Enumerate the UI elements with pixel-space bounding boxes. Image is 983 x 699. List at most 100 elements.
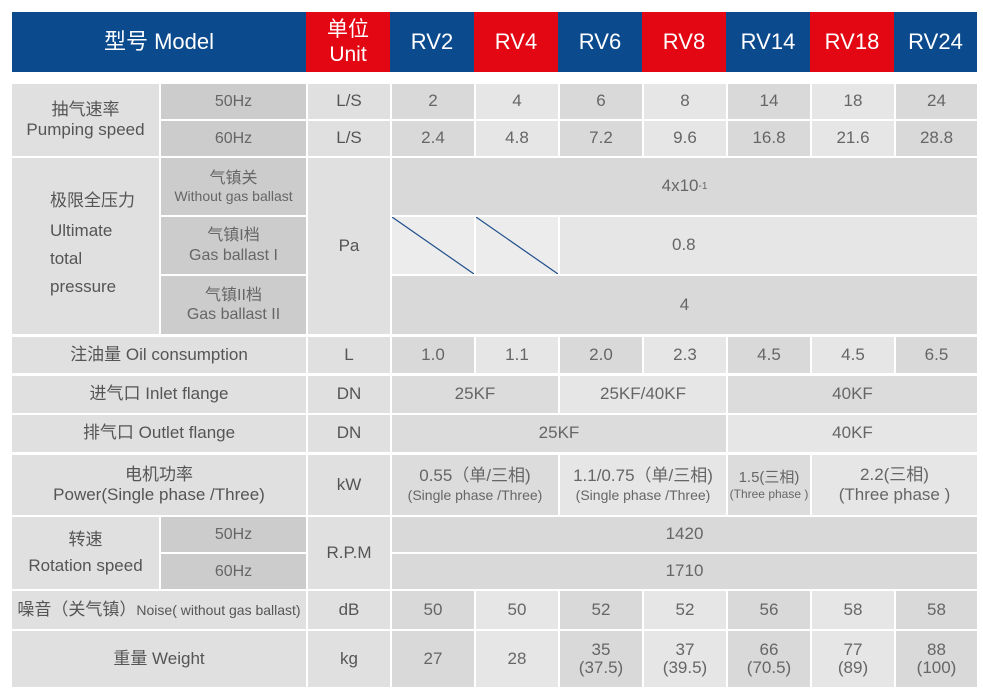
header-model-rv6: RV6 bbox=[558, 12, 642, 72]
rotation-speed-label: 转速 Rotation speed bbox=[12, 517, 159, 589]
noise-rv4: 50 bbox=[476, 591, 558, 629]
power-rv14-main: 1.5(三相) bbox=[738, 468, 800, 486]
inlet-rv2-rv4: 25KF bbox=[392, 376, 558, 413]
oil-rv14: 4.5 bbox=[728, 337, 810, 373]
rotation-speed-label-cn: 转速 bbox=[68, 529, 103, 549]
pumping-50hz-rv18: 18 bbox=[812, 84, 894, 119]
inlet-flange-unit: DN bbox=[308, 376, 390, 413]
weight-rv24-sub: (100) bbox=[916, 658, 957, 677]
outlet-rv2-rv8: 25KF bbox=[392, 415, 726, 452]
inlet-rv6-rv8: 25KF/40KF bbox=[560, 376, 726, 413]
gas-ballast-1-en: Gas ballast I bbox=[189, 246, 278, 264]
pumping-60hz-rv14: 16.8 bbox=[728, 121, 810, 156]
header-model-rv18: RV18 bbox=[810, 12, 894, 72]
power-rv2-rv4: 0.55（单/三相) (Single phase /Three) bbox=[392, 455, 558, 515]
noise-rv14: 56 bbox=[728, 591, 810, 629]
weight-rv24: 88 (100) bbox=[896, 631, 977, 687]
oil-rv8: 2.3 bbox=[644, 337, 726, 373]
pumping-50hz-label: 50Hz bbox=[161, 84, 306, 119]
pumping-60hz-rv6: 7.2 bbox=[560, 121, 642, 156]
power-rv14: 1.5(三相) (Three phase ) bbox=[728, 455, 810, 515]
power-rv6-rv8-main: 1.1/0.75（单/三相) bbox=[573, 466, 713, 486]
oil-consumption-label: 注油量 Oil consumption bbox=[12, 337, 306, 373]
gas-ballast-1-value: 0.8 bbox=[560, 217, 977, 274]
power-rv18-rv24-sub: (Three phase ) bbox=[838, 485, 951, 504]
noise-label: 噪音（关气镇） Noise( without gas ballast) bbox=[12, 591, 306, 629]
inlet-flange-label: 进气口 Inlet flange bbox=[12, 376, 306, 413]
gas-ballast-1-na-rv4 bbox=[476, 217, 558, 274]
rotation-50hz-value: 1420 bbox=[392, 517, 977, 552]
weight-rv14: 66 (70.5) bbox=[728, 631, 810, 687]
oil-rv2: 1.0 bbox=[392, 337, 474, 373]
pumping-60hz-rv18: 21.6 bbox=[812, 121, 894, 156]
pumping-50hz-rv6: 6 bbox=[560, 84, 642, 119]
header-model-rv8: RV8 bbox=[642, 12, 726, 72]
weight-rv24-main: 88 bbox=[927, 640, 946, 660]
gas-ballast-2-cn: 气镇II档 bbox=[205, 286, 262, 304]
motor-power-label-cn: 电机功率 bbox=[125, 464, 193, 484]
gas-ballast-1-value-text: 0.8 bbox=[672, 235, 696, 255]
noise-label-en: Noise( without gas ballast) bbox=[136, 601, 301, 618]
pumping-50hz-rv8: 8 bbox=[644, 84, 726, 119]
oil-consumption-unit: L bbox=[308, 337, 390, 373]
rotation-60hz-label: 60Hz bbox=[161, 554, 306, 589]
header-model-rv2: RV2 bbox=[390, 12, 474, 72]
motor-power-label-en: Power(Single phase /Three) bbox=[53, 485, 265, 504]
ultimate-pressure-label-en-1: Ultimate bbox=[50, 221, 113, 241]
power-rv6-rv8: 1.1/0.75（单/三相) (Single phase /Three) bbox=[560, 455, 726, 515]
outlet-flange-label: 排气口 Outlet flange bbox=[12, 415, 306, 452]
weight-rv8-main: 37 bbox=[675, 640, 695, 660]
pumping-50hz-rv24: 24 bbox=[896, 84, 977, 119]
oil-rv18: 4.5 bbox=[812, 337, 894, 373]
noise-rv8: 52 bbox=[644, 591, 726, 629]
pumping-60hz-rv24: 28.8 bbox=[896, 121, 977, 156]
power-rv14-sub: (Three phase ) bbox=[729, 486, 809, 501]
power-rv2-rv4-sub: (Single phase /Three) bbox=[407, 486, 543, 503]
pumping-60hz-unit: L/S bbox=[308, 121, 390, 156]
noise-rv24: 58 bbox=[896, 591, 977, 629]
ultimate-pressure-unit: Pa bbox=[308, 158, 390, 334]
header-unit-cn: 单位 bbox=[327, 17, 369, 41]
weight-unit: kg bbox=[308, 631, 390, 687]
pumping-60hz-rv4: 4.8 bbox=[476, 121, 558, 156]
power-rv18-rv24-main: 2.2(三相) bbox=[860, 464, 929, 484]
outlet-flange-unit: DN bbox=[308, 415, 390, 452]
weight-rv4: 28 bbox=[476, 631, 558, 687]
noise-rv6: 52 bbox=[560, 591, 642, 629]
pumping-50hz-rv4: 4 bbox=[476, 84, 558, 119]
gas-ballast-1-cn: 气镇I档 bbox=[207, 227, 260, 245]
weight-rv2: 27 bbox=[392, 631, 474, 687]
gas-ballast-1-label: 气镇I档 Gas ballast I bbox=[161, 217, 306, 274]
pumping-speed-label-en: Pumping speed bbox=[26, 120, 145, 139]
power-rv2-rv4-main: 0.55（单/三相) bbox=[419, 466, 531, 486]
weight-rv6: 35 (37.5) bbox=[560, 631, 642, 687]
ultimate-pressure-label-en-2: total bbox=[50, 249, 83, 269]
header-unit-en: Unit bbox=[329, 43, 367, 66]
pumping-60hz-rv2: 2.4 bbox=[392, 121, 474, 156]
weight-rv18: 77 (89) bbox=[812, 631, 894, 687]
pumping-speed-label: 抽气速率 Pumping speed bbox=[12, 84, 159, 156]
without-gas-ballast-value: 4x10 -1 bbox=[392, 158, 977, 215]
weight-rv18-main: 77 bbox=[843, 640, 863, 660]
weight-rv6-sub: (37.5) bbox=[578, 658, 624, 677]
rotation-50hz-label: 50Hz bbox=[161, 517, 306, 552]
gas-ballast-2-value: 4 bbox=[392, 276, 977, 334]
pumping-speed-label-cn: 抽气速率 bbox=[51, 99, 120, 119]
pumping-60hz-rv8: 9.6 bbox=[644, 121, 726, 156]
gas-ballast-2-en: Gas ballast II bbox=[186, 306, 281, 323]
header-model-rv24: RV24 bbox=[894, 12, 977, 72]
motor-power-unit: kW bbox=[308, 455, 390, 515]
weight-label: 重量 Weight bbox=[12, 631, 306, 687]
weight-rv6-main: 35 bbox=[591, 640, 611, 660]
noise-label-cn: 噪音（关气镇） bbox=[17, 599, 137, 619]
pumping-60hz-label: 60Hz bbox=[161, 121, 306, 156]
oil-rv24: 6.5 bbox=[896, 337, 977, 373]
header-model: 型号 Model bbox=[12, 12, 306, 72]
rotation-60hz-value: 1710 bbox=[392, 554, 977, 589]
rotation-speed-unit: R.P.M bbox=[308, 517, 390, 589]
outlet-rv14-rv24: 40KF bbox=[728, 415, 977, 452]
header-unit: 单位 Unit bbox=[306, 12, 390, 72]
pumping-50hz-rv2: 2 bbox=[392, 84, 474, 119]
weight-rv14-main: 66 bbox=[759, 640, 779, 660]
header-model-rv14: RV14 bbox=[726, 12, 810, 72]
